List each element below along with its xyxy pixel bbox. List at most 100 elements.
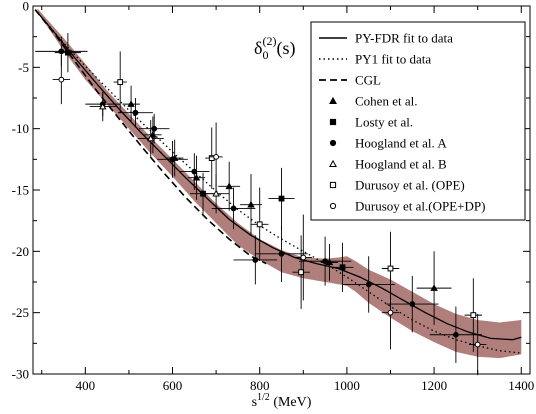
data-points <box>35 32 487 376</box>
filled-circle-marker <box>452 331 459 338</box>
y-tick-label: -15 <box>12 183 29 198</box>
open-square-marker <box>117 79 124 85</box>
data-point <box>89 91 116 122</box>
open-square-marker <box>387 265 394 272</box>
data-point <box>144 116 162 154</box>
x-tick-label: 400 <box>76 378 96 393</box>
legend-label: Cohen et al. <box>355 94 417 109</box>
filled-triangle-marker <box>325 258 334 266</box>
data-point <box>294 214 313 301</box>
data-point <box>118 98 153 128</box>
x-tick-label: 1000 <box>334 378 360 393</box>
legend-item: Losty et al. <box>329 115 413 130</box>
filled-triangle-marker <box>149 130 157 138</box>
data-point <box>187 155 206 200</box>
legend-label: Losty et al. <box>355 115 413 130</box>
filled-circle-marker <box>322 258 328 265</box>
filled-circle-marker <box>191 168 198 175</box>
filled-circle-marker <box>409 301 416 307</box>
data-point <box>416 251 452 325</box>
data-point <box>52 55 71 105</box>
filled-circle-marker <box>278 250 285 257</box>
open-triangle-marker <box>146 134 155 142</box>
legend-item: Hoogland et al. A <box>329 136 447 151</box>
legend-item: Durusoy et al. (OPE) <box>329 178 465 193</box>
delta-annotation: δ0(2)(s) <box>254 34 295 62</box>
data-point <box>331 242 354 292</box>
filled-triangle-marker <box>430 284 438 291</box>
data-point <box>211 187 256 230</box>
open-circle-marker <box>387 309 394 316</box>
legend-label: Durusoy et al. (OPE) <box>355 178 465 193</box>
annotation-sup: (2) <box>262 34 276 48</box>
open-square-legend-marker <box>329 181 337 189</box>
data-point <box>137 120 164 157</box>
x-tick-label: 800 <box>250 378 270 393</box>
filled-triangle-marker <box>170 154 179 161</box>
x-tick-label: 600 <box>163 378 183 393</box>
open-circle-marker <box>58 76 65 83</box>
legend-item: Durusoy et al.(OPE+DP) <box>329 199 485 214</box>
legend-item: PY-FDR fit to data <box>319 31 453 46</box>
x-tick-label: 1200 <box>421 378 447 393</box>
data-point <box>250 187 269 262</box>
filled-square-marker <box>278 195 285 202</box>
data-point <box>165 139 184 177</box>
open-triangle-marker <box>99 102 107 110</box>
data-point <box>233 235 278 285</box>
annotation-sub: 0 <box>262 48 268 62</box>
filled-square-marker <box>64 49 71 56</box>
filled-circle-legend-marker <box>329 139 337 147</box>
legend: PY-FDR fit to data PY1 fit to data CGL Cohe… <box>310 21 526 221</box>
filled-triangle-legend-marker <box>329 96 337 104</box>
data-point <box>218 161 241 211</box>
data-point <box>381 275 400 350</box>
y-tick-label: 0 <box>23 0 30 14</box>
legend-label: Hoogland et al. A <box>355 136 447 151</box>
data-point <box>209 122 223 192</box>
legend-label: Durusoy et al.(OPE+DP) <box>355 199 485 214</box>
curve-dashed <box>34 9 267 265</box>
legend-box <box>310 21 526 221</box>
data-point <box>292 235 310 309</box>
legend-item: PY1 fit to data <box>319 52 431 67</box>
annotation-main: δ <box>254 38 262 58</box>
filled-triangle-marker <box>225 182 233 190</box>
x-tick-label: 1400 <box>508 378 534 393</box>
filled-triangle-marker <box>127 100 135 107</box>
open-circle-legend-marker <box>329 202 337 210</box>
filled-circle-marker <box>365 281 372 288</box>
data-point <box>113 51 127 113</box>
open-circle-marker <box>474 341 481 348</box>
open-circle-marker <box>300 254 307 261</box>
filled-circle-marker <box>132 109 139 116</box>
svg-text:δ0(2)(s): δ0(2)(s) <box>254 34 295 62</box>
annotation-arg: (s) <box>276 38 295 59</box>
filled-square-marker <box>339 264 346 271</box>
open-circle-marker <box>213 153 220 160</box>
filled-triangle-marker <box>247 200 255 208</box>
data-point <box>255 225 308 282</box>
open-square-marker <box>470 312 477 319</box>
y-tick-label: -30 <box>12 367 29 382</box>
filled-circle-marker <box>252 257 259 263</box>
data-point <box>386 275 439 333</box>
open-square-marker <box>298 269 305 276</box>
y-tick-label: -10 <box>12 121 29 136</box>
legend-item: Hoogland et al. B <box>329 157 447 172</box>
x-axis-label-unit: (MeV) <box>270 395 312 410</box>
x-axis-label: s1/2 (MeV) <box>252 392 312 410</box>
legend-label: CGL <box>355 73 381 88</box>
axis-ticks: 400 600 800 1000 1200 1400 0 -5 -10 -15 -20 -25 -30 <box>12 0 535 393</box>
data-point <box>122 85 140 123</box>
x-axis-label-sup: 1/2 <box>257 392 270 403</box>
y-tick-label: -25 <box>12 305 29 320</box>
y-tick-label: -20 <box>12 244 29 259</box>
filled-triangle-marker <box>192 173 201 181</box>
data-point <box>54 32 81 73</box>
legend-item: Cohen et al. <box>329 94 417 109</box>
legend-label: PY1 fit to data <box>355 52 431 67</box>
legend-label: PY-FDR fit to data <box>355 31 453 46</box>
data-point <box>179 153 210 190</box>
